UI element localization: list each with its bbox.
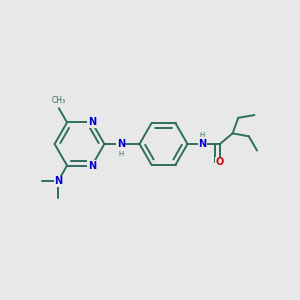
Text: N: N [88,160,96,171]
Text: N: N [54,176,62,186]
Text: H: H [118,151,124,157]
Text: CH₃: CH₃ [52,96,66,105]
Text: H: H [200,132,205,138]
Text: N: N [88,117,96,128]
Text: N: N [117,139,125,149]
Text: O: O [216,157,224,167]
Text: N: N [198,139,207,149]
